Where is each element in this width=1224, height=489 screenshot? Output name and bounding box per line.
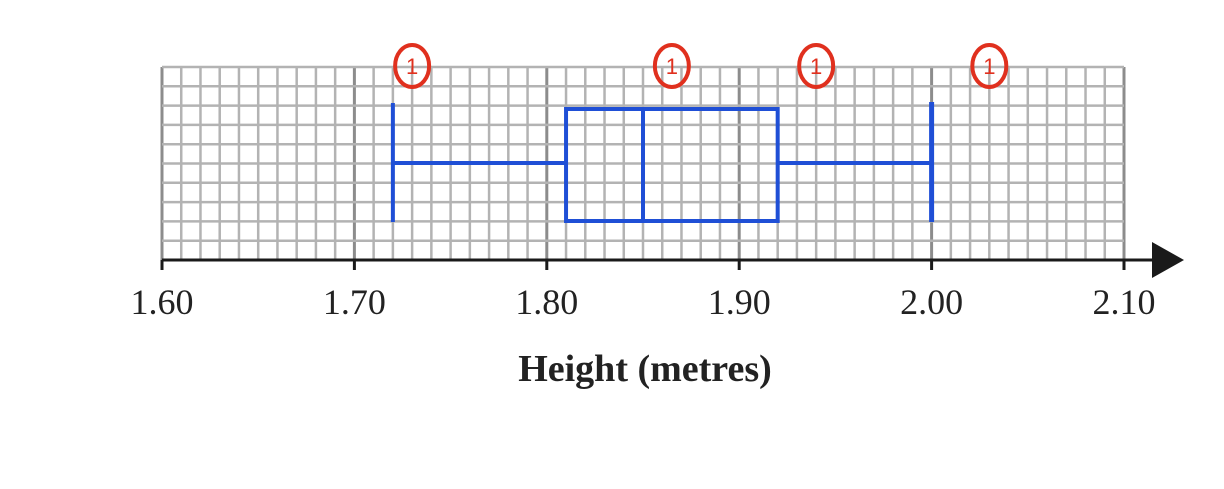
score-text: 1 — [666, 54, 678, 79]
x-tick-label: 1.80 — [515, 282, 578, 322]
score-mark: 1 — [970, 43, 1009, 89]
score-circle — [652, 43, 691, 89]
x-tick-labels: 1.60 1.70 1.80 1.90 2.00 2.10 — [131, 282, 1156, 322]
x-tick-label: 1.90 — [708, 282, 771, 322]
box-plot — [390, 102, 935, 223]
score-circle — [797, 43, 836, 89]
score-circle — [970, 43, 1009, 89]
x-tick-label: 2.10 — [1093, 282, 1156, 322]
score-text: 1 — [810, 54, 822, 79]
x-tick-label: 1.70 — [323, 282, 386, 322]
score-text: 1 — [983, 54, 995, 79]
x-axis-title: Height (metres) — [518, 348, 772, 390]
score-marks: 1 1 1 1 — [393, 43, 1009, 89]
x-axis — [160, 242, 1184, 278]
score-mark: 1 — [797, 43, 836, 89]
score-circle — [393, 43, 432, 89]
score-mark: 1 — [393, 43, 432, 89]
score-text: 1 — [406, 54, 418, 79]
axis-arrow — [1152, 242, 1184, 278]
score-mark: 1 — [652, 43, 691, 89]
x-tick-label: 2.00 — [900, 282, 963, 322]
x-tick-label: 1.60 — [131, 282, 194, 322]
